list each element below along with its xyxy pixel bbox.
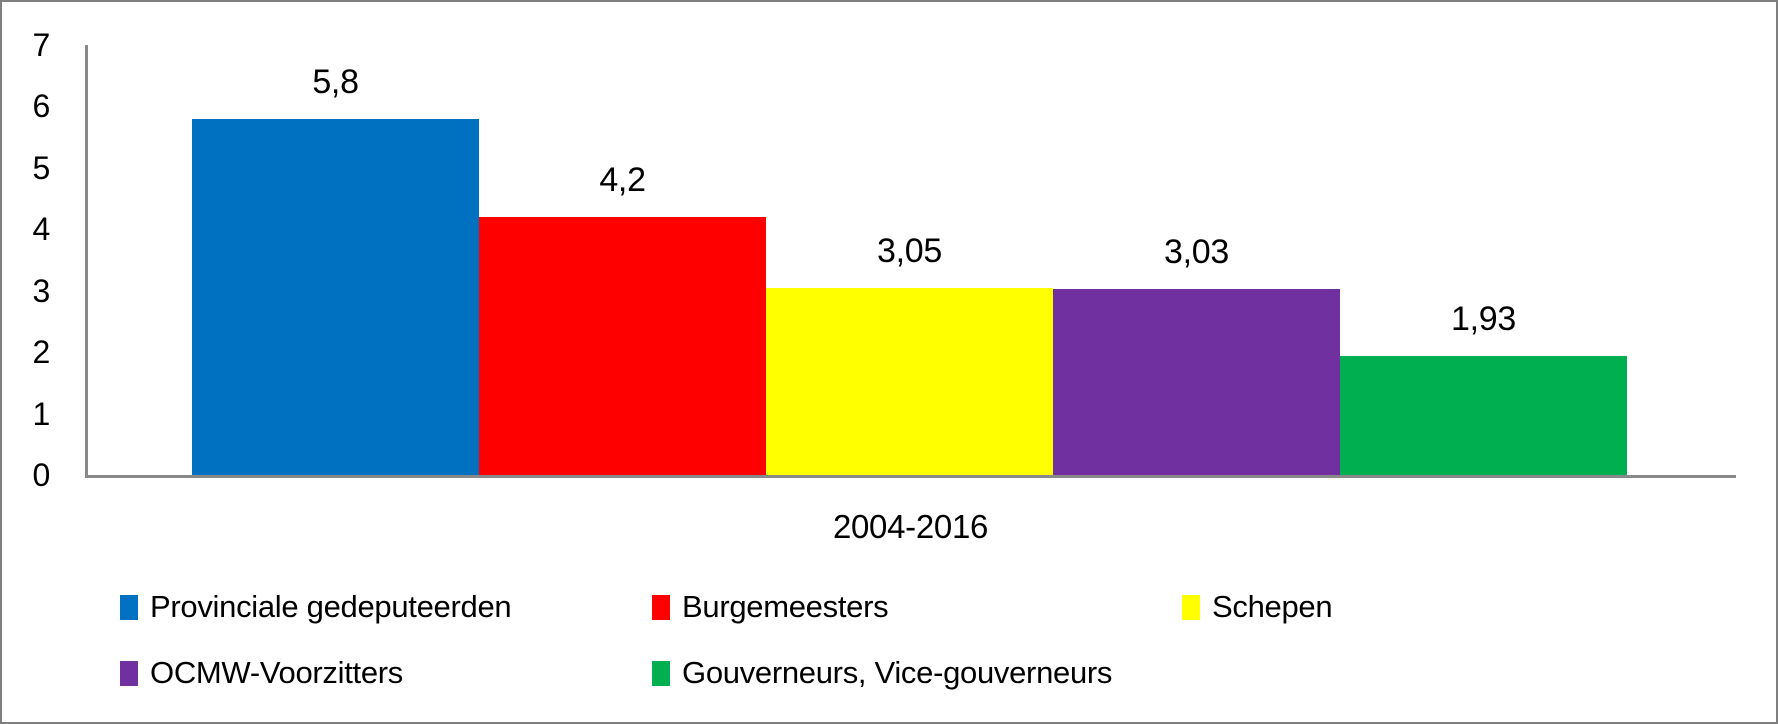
y-axis-tick-label: 2 [32, 334, 51, 371]
bar-value-label-burgemeesters: 4,2 [599, 161, 646, 199]
y-axis-tick-label: 0 [32, 457, 51, 493]
legend-item-burgemeesters: Burgemeesters [652, 589, 889, 624]
bar-value-label-provinciale-gedeputeerden: 5,8 [312, 62, 359, 101]
y-axis-tick-label: 7 [32, 27, 51, 63]
legend-swatch-provinciale-gedeputeerden [120, 594, 138, 620]
x-axis-line [85, 475, 1736, 478]
bar-provinciale-gedeputeerden [192, 118, 479, 475]
legend-label: Schepen [1212, 589, 1333, 624]
legend-label: OCMW-Voorzitters [150, 655, 403, 690]
legend-swatch-schepen [1182, 594, 1200, 620]
bar-gouverneurs-vice-gouverneurs [1340, 356, 1627, 475]
legend-label: Provinciale gedeputeerden [150, 589, 512, 624]
legend-item-provinciale-gedeputeerden: Provinciale gedeputeerden [120, 589, 512, 624]
legend-swatch-burgemeesters [652, 594, 670, 620]
y-axis-tick-label: 3 [32, 272, 51, 309]
legend-label: Gouverneurs, Vice-gouverneurs [682, 655, 1113, 690]
bar-schepen [766, 287, 1053, 475]
legend-label: Burgemeesters [682, 589, 889, 624]
bar-value-label-schepen: 3,05 [877, 231, 942, 270]
y-axis-line [85, 45, 88, 478]
legend-item-schepen: Schepen [1182, 589, 1333, 624]
y-axis-tick-label: 1 [32, 395, 51, 432]
bar-value-label-gouverneurs-vice-gouverneurs: 1,93 [1451, 300, 1516, 339]
x-axis-category-label: 2004-2016 [832, 508, 989, 545]
y-axis-tick-label: 6 [32, 88, 51, 125]
legend-item-gouverneurs-vice-gouverneurs: Gouverneurs, Vice-gouverneurs [652, 656, 1112, 690]
y-axis-tick-label: 5 [32, 149, 51, 186]
y-axis-tick-label: 4 [32, 211, 51, 248]
bar-ocmw-voorzitters [1053, 288, 1340, 475]
bar-burgemeesters [479, 217, 766, 475]
legend-swatch-ocmw-voorzitters [120, 660, 138, 686]
legend-swatch-gouverneurs-vice-gouverneurs [652, 660, 670, 686]
bar-value-label-ocmw-voorzitters: 3,03 [1164, 232, 1229, 271]
legend-item-ocmw-voorzitters: OCMW-Voorzitters [120, 656, 403, 690]
